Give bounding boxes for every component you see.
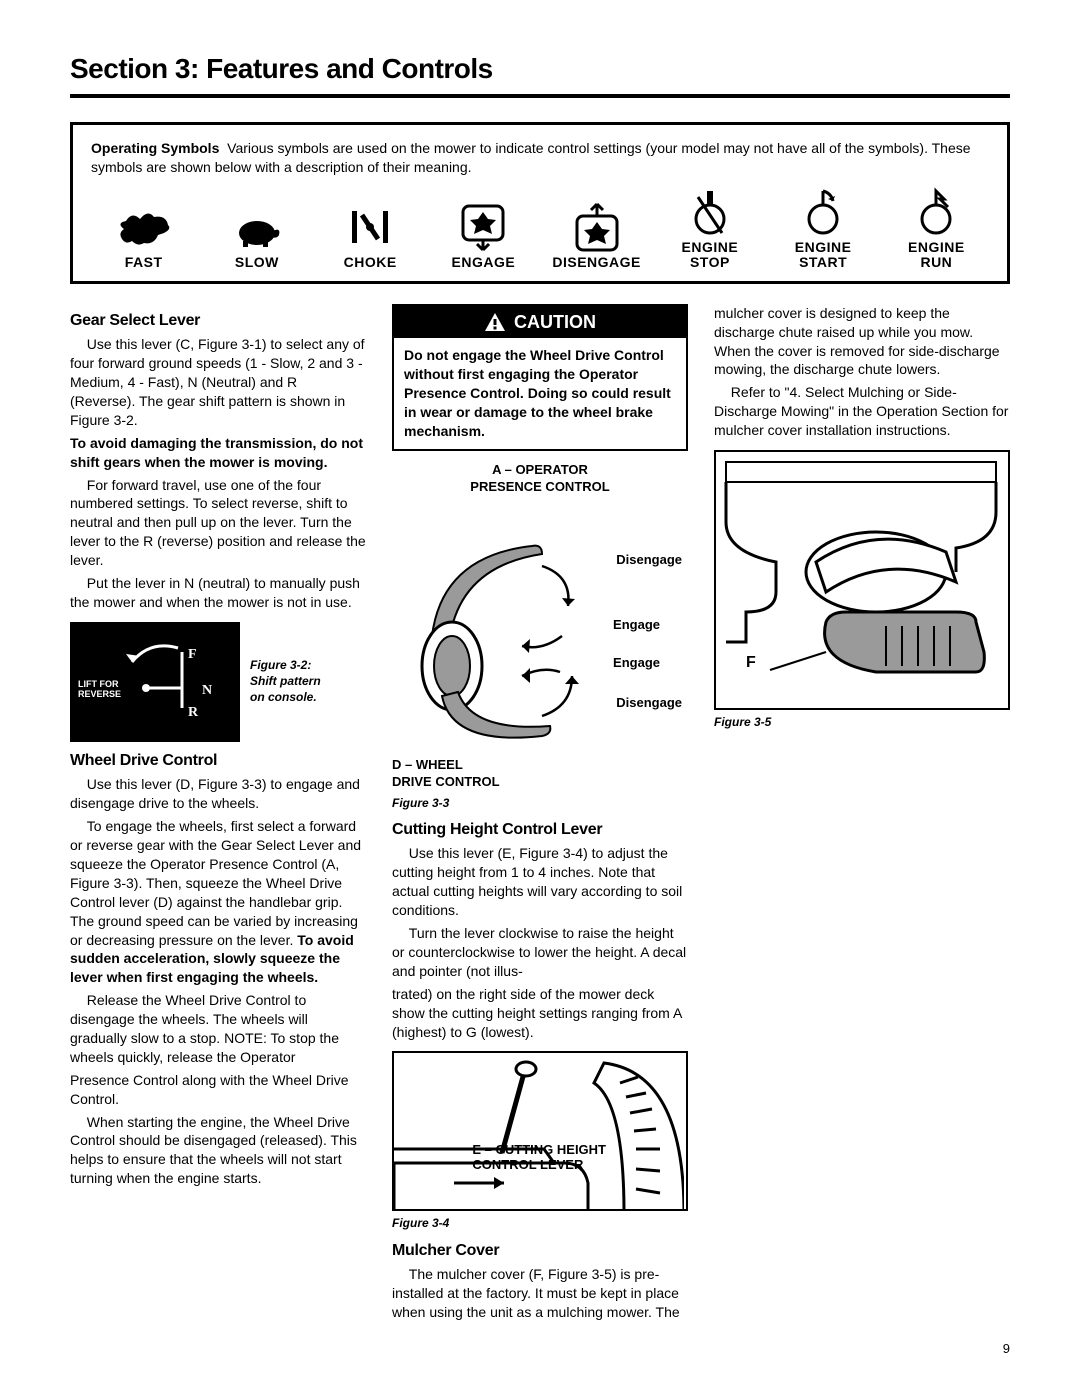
paragraph: Put the lever in N (neutral) to manually… [70, 574, 366, 612]
figure-3-3: A – OPERATOR PRESENCE CONTROL Disengage … [392, 461, 688, 811]
turtle-icon [204, 201, 309, 253]
engine-stop-icon [657, 186, 762, 238]
paragraph-continuation: trated) on the right side of the mower d… [392, 985, 688, 1042]
symbol-label: ENGINESTOP [657, 240, 762, 271]
paragraph-bold: To avoid damaging the transmission, do n… [70, 434, 366, 472]
symbol-disengage: DISENGAGE [544, 201, 649, 270]
fig33-label-d: D – WHEEL DRIVE CONTROL [392, 756, 688, 791]
paragraph: Turn the lever clockwise to raise the he… [392, 924, 688, 981]
paragraph: Release the Wheel Drive Control to disen… [70, 991, 366, 1067]
engine-start-icon [771, 186, 876, 238]
symbols-heading: Operating Symbols [91, 140, 219, 156]
paragraph: For forward travel, use one of the four … [70, 476, 366, 570]
figure-caption: Figure 3-2: Shift pattern on console. [250, 658, 321, 705]
lift-label: LIFT FOR REVERSE [78, 680, 121, 700]
symbol-label: ENGAGE [431, 255, 536, 270]
symbol-label: ENGINERUN [884, 240, 989, 271]
operating-symbols-box: Operating Symbols Various symbols are us… [70, 122, 1010, 284]
symbols-intro: Operating Symbols Various symbols are us… [91, 139, 989, 178]
heading-wheel-drive: Wheel Drive Control [70, 750, 366, 772]
paragraph: Use this lever (C, Figure 3-1) to select… [70, 335, 366, 429]
page-number: 9 [70, 1340, 1010, 1358]
paragraph: Use this lever (E, Figure 3-4) to adjust… [392, 844, 688, 920]
symbol-engine-stop: ENGINESTOP [657, 186, 762, 271]
paragraph: To engage the wheels, first select a for… [70, 817, 366, 987]
caution-body: Do not engage the Wheel Drive Control wi… [394, 338, 686, 448]
choke-icon [318, 201, 423, 253]
symbol-engine-start: ENGINESTART [771, 186, 876, 271]
warning-icon [484, 312, 506, 332]
fig34-diagram: E – CUTTING HEIGHT CONTROL LEVER [392, 1051, 688, 1211]
mulcher-cover-icon [716, 452, 1006, 710]
fig35-f-label: F [746, 652, 756, 674]
symbol-label: ENGINESTART [771, 240, 876, 271]
figure-3-5: F Figure 3-5 [714, 450, 1010, 730]
figure-caption: Figure 3-5 [714, 714, 1010, 730]
body-columns: Gear Select Lever Use this lever (C, Fig… [70, 304, 1010, 1324]
symbol-engage: ENGAGE [431, 201, 536, 270]
figure-caption: Figure 3-3 [392, 795, 688, 811]
paragraph: When starting the engine, the Wheel Driv… [70, 1113, 366, 1189]
svg-text:R: R [188, 705, 199, 720]
symbol-choke: CHOKE [318, 201, 423, 270]
fig33-engage1: Engage [613, 616, 660, 634]
engage-icon [431, 201, 536, 253]
symbol-slow: SLOW [204, 201, 309, 270]
heading-gear-select: Gear Select Lever [70, 310, 366, 332]
symbols-row: FAST SLOW CHOKE ENGAGE DISENGAGE [91, 186, 989, 271]
symbol-label: FAST [91, 255, 196, 270]
fig33-disengage1: Disengage [616, 551, 682, 569]
fig33-label-a: A – OPERATOR PRESENCE CONTROL [392, 461, 688, 496]
paragraph: Refer to "4. Select Mulching or Side-Dis… [714, 383, 1010, 440]
rabbit-icon [91, 201, 196, 253]
shift-pattern-diagram: F N R LIFT FOR REVERSE [70, 622, 240, 742]
fig33-disengage2: Disengage [616, 694, 682, 712]
paragraph: Use this lever (D, Figure 3-3) to engage… [70, 775, 366, 813]
section-title: Section 3: Features and Controls [70, 50, 1010, 98]
symbol-fast: FAST [91, 201, 196, 270]
fig35-diagram: F [714, 450, 1010, 710]
caution-header: CAUTION [394, 306, 686, 338]
fig33-engage2: Engage [613, 654, 660, 672]
heading-cutting-height: Cutting Height Control Lever [392, 819, 688, 841]
svg-text:N: N [202, 683, 212, 698]
figure-3-2: F N R LIFT FOR REVERSE Figure 3-2: Shift… [70, 622, 366, 742]
paragraph-continuation: Presence Control along with the Wheel Dr… [70, 1071, 366, 1109]
cutting-height-icon [394, 1053, 684, 1211]
figure-3-4: E – CUTTING HEIGHT CONTROL LEVER Figure … [392, 1051, 688, 1231]
engine-run-icon [884, 186, 989, 238]
symbol-label: SLOW [204, 255, 309, 270]
figure-caption: Figure 3-4 [392, 1215, 688, 1231]
fig34-label: E – CUTTING HEIGHT CONTROL LEVER [472, 1143, 606, 1173]
caution-box: CAUTION Do not engage the Wheel Drive Co… [392, 304, 688, 451]
heading-mulcher: Mulcher Cover [392, 1240, 688, 1262]
symbols-intro-text: Various symbols are used on the mower to… [91, 140, 971, 176]
symbol-label: DISENGAGE [544, 255, 649, 270]
caution-title: CAUTION [514, 310, 596, 334]
symbol-engine-run: ENGINERUN [884, 186, 989, 271]
svg-text:F: F [188, 647, 197, 662]
disengage-icon [544, 201, 649, 253]
symbol-label: CHOKE [318, 255, 423, 270]
